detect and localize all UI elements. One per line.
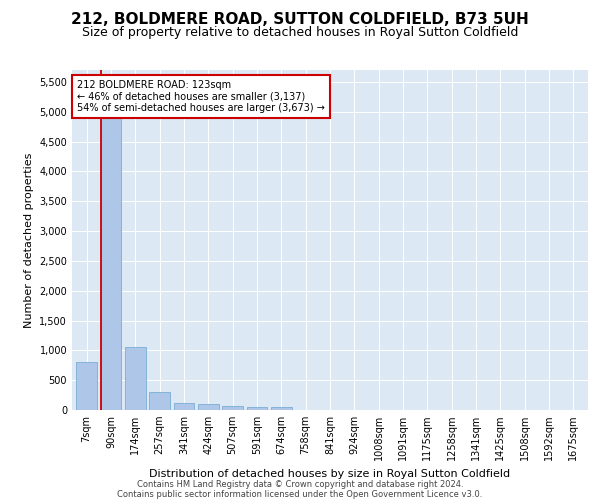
Bar <box>149 392 170 410</box>
Bar <box>247 407 268 410</box>
Bar <box>101 100 121 410</box>
Bar <box>271 406 292 410</box>
Bar <box>125 348 146 410</box>
X-axis label: Distribution of detached houses by size in Royal Sutton Coldfield: Distribution of detached houses by size … <box>149 468 511 478</box>
Text: 212 BOLDMERE ROAD: 123sqm
← 46% of detached houses are smaller (3,137)
54% of se: 212 BOLDMERE ROAD: 123sqm ← 46% of detac… <box>77 80 325 114</box>
Text: Size of property relative to detached houses in Royal Sutton Coldfield: Size of property relative to detached ho… <box>82 26 518 39</box>
Bar <box>198 404 218 410</box>
Bar <box>173 403 194 410</box>
Y-axis label: Number of detached properties: Number of detached properties <box>24 152 34 328</box>
Text: 212, BOLDMERE ROAD, SUTTON COLDFIELD, B73 5UH: 212, BOLDMERE ROAD, SUTTON COLDFIELD, B7… <box>71 12 529 28</box>
Text: Contains HM Land Registry data © Crown copyright and database right 2024.
Contai: Contains HM Land Registry data © Crown c… <box>118 480 482 499</box>
Bar <box>76 362 97 410</box>
Bar <box>222 406 243 410</box>
